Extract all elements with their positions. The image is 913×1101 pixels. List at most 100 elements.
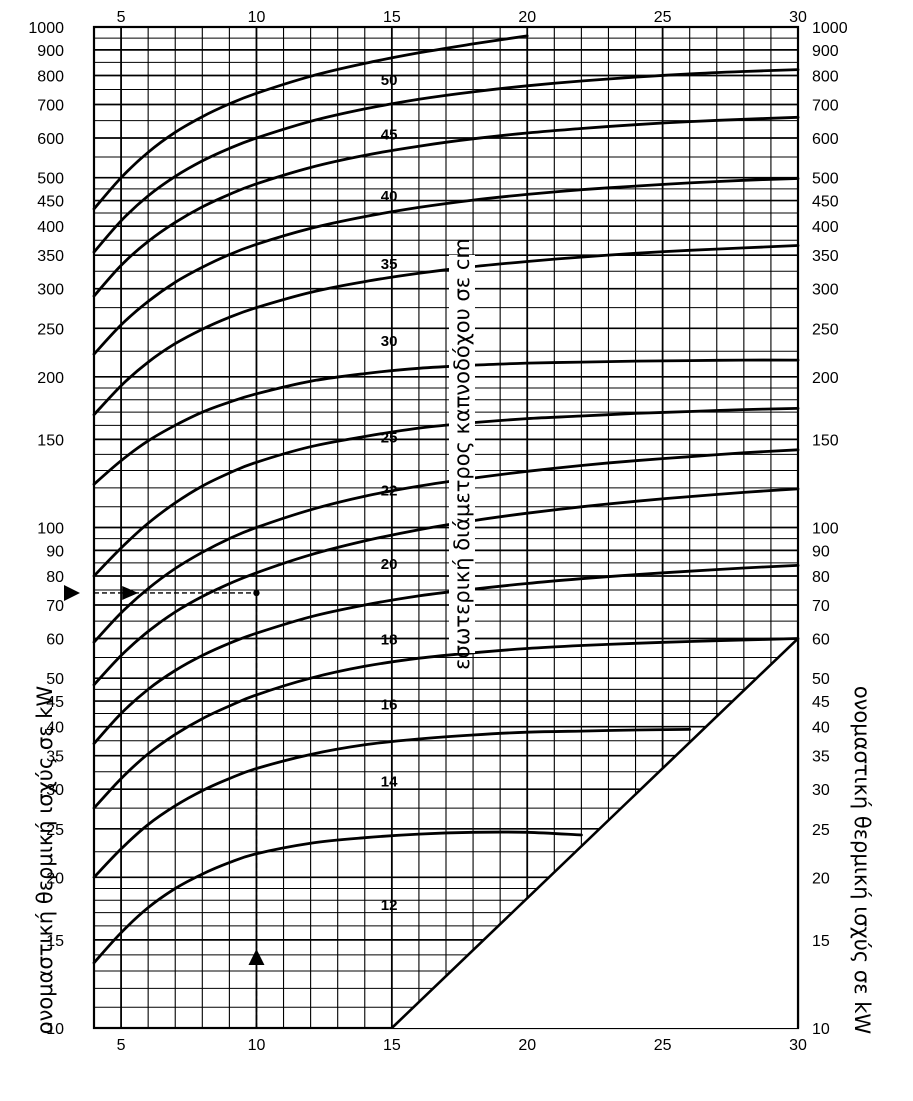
x-tick-label-top: 10 xyxy=(248,9,266,26)
x-tick-label-bottom: 30 xyxy=(789,1037,807,1054)
y-tick-label-left: 60 xyxy=(46,632,64,649)
curve-label-20cm: 20 xyxy=(381,556,398,573)
curve-top xyxy=(92,34,529,211)
y-tick-label-left: 25 xyxy=(46,822,64,839)
curve-45cm xyxy=(92,115,800,298)
curve-16cm xyxy=(92,637,800,810)
y-tick-label-left: 400 xyxy=(37,219,64,236)
example-reading xyxy=(64,584,265,1028)
curve-label-40cm: 40 xyxy=(381,188,398,205)
curve-35cm xyxy=(92,244,800,417)
y-tick-label-left: 80 xyxy=(46,569,64,586)
y-tick-label-left: 100 xyxy=(37,521,64,538)
y-tick-label-right: 450 xyxy=(812,194,839,211)
curve-18cm xyxy=(92,564,800,745)
y-tick-label-right: 35 xyxy=(812,749,830,766)
curve-title: εσωτερική διάμετρος καπνοδόχου σε cm xyxy=(450,238,474,670)
curve-label-16cm: 16 xyxy=(381,696,398,713)
y-tick-label-right: 90 xyxy=(812,543,830,560)
y-axis-title-right: ονομαστική θερμική ισχύς σε kW xyxy=(850,686,874,1035)
example-up-arrow xyxy=(248,948,265,965)
y-tick-label-right: 80 xyxy=(812,569,830,586)
excluded-region xyxy=(390,637,800,1029)
y-tick-label-right: 1000 xyxy=(812,20,848,37)
curve-30cm xyxy=(92,358,800,486)
y-tick-label-left: 900 xyxy=(37,43,64,60)
y-tick-label-right: 350 xyxy=(812,248,839,265)
curve-labels: 50 45 40 35 30 25 22 20 18 16 14 12 xyxy=(381,72,398,914)
example-point xyxy=(253,589,260,597)
y-tick-label-left: 150 xyxy=(37,432,64,449)
y-tick-label-right: 70 xyxy=(812,598,830,615)
y-tick-label-right: 40 xyxy=(812,720,830,737)
y-tick-label-right: 300 xyxy=(812,282,839,299)
x-tick-label-top: 15 xyxy=(383,9,401,26)
curve-label-45cm: 45 xyxy=(381,127,398,144)
y-tick-label-right: 50 xyxy=(812,671,830,688)
curve-label-50cm: 50 xyxy=(381,72,398,89)
x-tick-label-bottom: 15 xyxy=(383,1037,401,1054)
curve-20cm xyxy=(92,487,800,687)
y-tick-label-right: 600 xyxy=(812,131,839,148)
x-tick-label-bottom: 25 xyxy=(654,1037,672,1054)
y-tick-label-left: 90 xyxy=(46,543,64,560)
y-tick-label-left: 300 xyxy=(37,282,64,299)
curve-label-14cm: 14 xyxy=(381,774,398,791)
y-tick-label-right: 100 xyxy=(812,521,839,538)
y-tick-label-left: 15 xyxy=(46,933,64,950)
y-tick-label-right: 900 xyxy=(812,43,839,60)
curve-label-30cm: 30 xyxy=(381,333,398,350)
x-tick-label-top: 20 xyxy=(518,9,536,26)
curve-14cm xyxy=(92,728,692,879)
y-tick-label-right: 15 xyxy=(812,933,830,950)
x-tick-label-top: 5 xyxy=(117,9,126,26)
y-tick-label-left: 600 xyxy=(37,131,64,148)
curve-40cm xyxy=(92,177,800,356)
y-tick-label-left: 40 xyxy=(46,720,64,737)
y-tick-label-right: 10 xyxy=(812,1021,830,1038)
y-tick-label-right: 250 xyxy=(812,321,839,338)
y-tick-label-right: 60 xyxy=(812,632,830,649)
y-tick-label-right: 400 xyxy=(812,219,839,236)
y-tick-label-left: 200 xyxy=(37,370,64,387)
y-axis-title-left: ονομαστική θερμική ισχύς σε kW xyxy=(33,686,57,1035)
curve-label-22cm: 22 xyxy=(381,483,398,500)
curve-12cm xyxy=(92,830,583,965)
y-tick-label-left: 50 xyxy=(46,671,64,688)
curve-25cm xyxy=(92,407,800,578)
y-tick-label-right: 45 xyxy=(812,694,830,711)
y-tick-label-left: 250 xyxy=(37,321,64,338)
y-tick-label-left: 350 xyxy=(37,248,64,265)
y-tick-label-right: 25 xyxy=(812,822,830,839)
y-tick-label-right: 20 xyxy=(812,870,830,887)
boundary-line xyxy=(390,637,799,1029)
example-right-arrow xyxy=(122,585,139,600)
y-tick-label-right: 500 xyxy=(812,171,839,188)
y-tick-label-left: 800 xyxy=(37,69,64,86)
y-tick-label-right: 150 xyxy=(812,432,839,449)
x-tick-label-bottom: 10 xyxy=(248,1037,266,1054)
y-tick-label-left: 1000 xyxy=(28,20,64,37)
x-tick-label-bottom: 5 xyxy=(117,1037,126,1054)
curve-50cm xyxy=(92,68,800,254)
curve-label-25cm: 25 xyxy=(381,429,398,446)
tick-labels: 5 5 10 10 15 15 20 20 25 25 30 30 10 10 15 15 20 20 25 25 30… xyxy=(28,9,847,1054)
y-tick-label-right: 800 xyxy=(812,69,839,86)
y-tick-label-left: 700 xyxy=(37,98,64,115)
y-tick-label-left: 30 xyxy=(46,782,64,799)
curve-label-18cm: 18 xyxy=(381,632,398,649)
y-tick-label-left: 10 xyxy=(46,1021,64,1038)
y-tick-label-left: 35 xyxy=(46,749,64,766)
curves xyxy=(92,34,800,965)
curve-label-35cm: 35 xyxy=(381,256,398,273)
example-left-marker xyxy=(64,584,80,601)
x-tick-label-bottom: 20 xyxy=(518,1037,536,1054)
curve-title-box xyxy=(449,255,475,653)
curve-label-12cm: 12 xyxy=(381,897,398,914)
x-tick-label-top: 25 xyxy=(654,9,672,26)
y-tick-label-right: 30 xyxy=(812,782,830,799)
curve-22cm xyxy=(92,448,800,644)
y-tick-label-left: 500 xyxy=(37,171,64,188)
y-tick-label-left: 70 xyxy=(46,598,64,615)
